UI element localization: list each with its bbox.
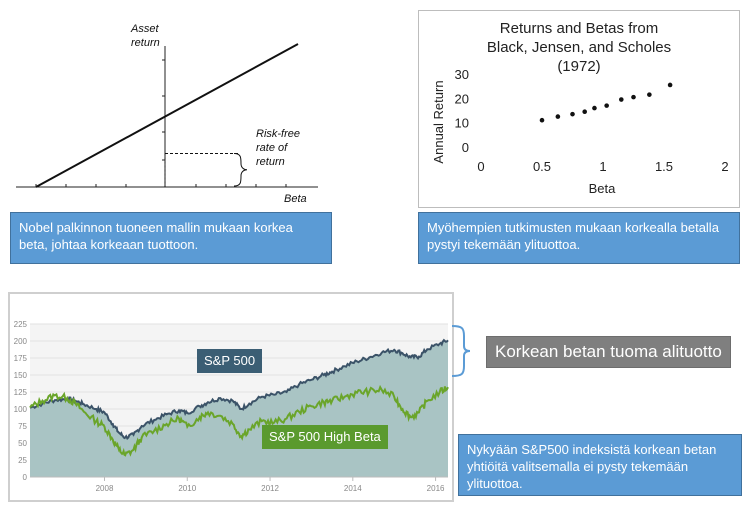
- capm-y-label-2: return: [131, 37, 160, 49]
- bjs-y-tick-label: 20: [455, 91, 469, 106]
- bjs-title-line3: (1972): [557, 58, 600, 75]
- sp500-x-tick-label: 2016: [427, 484, 445, 493]
- underperformance-callout: Korkean betan tuoma alituotto: [486, 336, 731, 368]
- sp500-y-tick-label: 100: [14, 405, 28, 414]
- bjs-y-tick-label: 10: [455, 116, 469, 131]
- risk-free-annotation-line3: return: [256, 156, 285, 168]
- sp500-axis-ticks: 0 25 50 75 100 125 150 175 200 225 2008 2010 2012 201…: [14, 320, 448, 493]
- bjs-title-line2: Black, Jensen, and Scholes: [487, 39, 671, 56]
- capm-security-market-line: [35, 43, 299, 188]
- bjs-point: [667, 82, 673, 88]
- sp500-chart-frame: [8, 292, 454, 502]
- high-beta-series-label: S&P 500 High Beta: [262, 425, 388, 449]
- capm-y-label: Asset: [130, 23, 159, 35]
- sp500-y-tick-label: 225: [14, 320, 28, 329]
- sp500-y-tick-label: 25: [18, 456, 27, 465]
- bjs-chart: Returns and Betas from Black, Jensen, an…: [431, 20, 729, 196]
- sp500-y-tick-label: 50: [18, 439, 27, 448]
- underperformance-bracket: [451, 325, 471, 377]
- bjs-point: [570, 111, 575, 117]
- sp500-y-tick-label: 150: [14, 371, 28, 380]
- bjs-x-tick-label: 1.5: [655, 159, 673, 174]
- sp500-y-tick-label: 200: [14, 337, 28, 346]
- bjs-point: [555, 114, 561, 119]
- capm-chart: Asset return Beta Risk-free rate of retu…: [16, 23, 318, 205]
- sp500-y-tick-label: 125: [14, 388, 28, 397]
- bjs-y-label: Annual Return: [431, 80, 446, 163]
- sp500-y-tick-label: 75: [18, 422, 27, 431]
- sp500-y-tick-label: 0: [23, 473, 28, 482]
- risk-free-annotation-line1: Risk-free: [256, 128, 300, 140]
- capm-x-ticks: [35, 184, 287, 187]
- sp500-x-tick-label: 2010: [178, 484, 196, 493]
- bjs-point: [592, 105, 597, 111]
- bjs-x-tick-label: 0: [477, 159, 484, 174]
- bjs-x-tick-label: 0.5: [533, 159, 551, 174]
- sp500-chart: 0 25 50 75 100 125 150 175 200 225 2008 2010 2012 201…: [10, 294, 452, 500]
- bjs-x-tick-label: 1: [599, 159, 606, 174]
- sp500-x-tick-label: 2012: [261, 484, 279, 493]
- today-caption: Nykyään S&P500 indeksistä korkean betan …: [458, 434, 742, 496]
- sp500-x-tick-label: 2014: [344, 484, 362, 493]
- high-beta-line: [29, 384, 449, 457]
- risk-free-annotation-line2: rate of: [256, 142, 288, 154]
- bjs-point: [647, 92, 652, 97]
- bjs-axes: 0 10 20 30 0 0.5 1 1.5 2: [455, 67, 729, 174]
- bjs-point: [619, 97, 624, 102]
- bjs-chart-frame: [418, 10, 740, 208]
- bjs-points: [539, 82, 673, 123]
- bjs-title-line1: Returns and Betas from: [500, 20, 658, 37]
- bjs-point: [631, 94, 636, 100]
- sp500-line: [29, 338, 449, 441]
- sp500-x-tick-label: 2008: [96, 484, 114, 493]
- bjs-x-label: Beta: [589, 181, 617, 196]
- risk-free-brace: [233, 153, 248, 187]
- nobel-caption: Nobel palkinnon tuoneen mallin mukaan ko…: [10, 212, 332, 264]
- sp500-y-tick-label: 175: [14, 354, 28, 363]
- bjs-point: [582, 109, 587, 115]
- sp500-series-label: S&P 500: [197, 349, 263, 373]
- capm-y-ticks: [162, 59, 165, 161]
- capm-x-label: Beta: [284, 193, 307, 205]
- bjs-x-tick-label: 2: [721, 159, 728, 174]
- bjs-y-tick-label: 0: [462, 140, 469, 155]
- bjs-y-tick-label: 30: [455, 67, 469, 82]
- bjs-point: [604, 103, 609, 108]
- later-studies-caption: Myöhempien tutkimusten mukaan korkealla …: [418, 212, 740, 264]
- bjs-point: [539, 117, 545, 123]
